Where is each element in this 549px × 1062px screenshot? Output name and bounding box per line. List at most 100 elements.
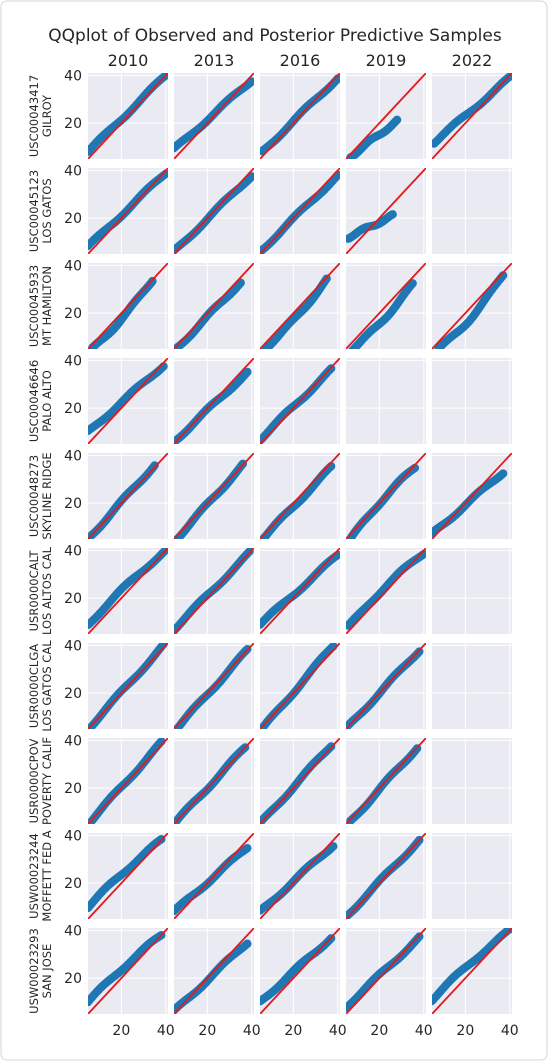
reference-line xyxy=(260,168,340,254)
panel-usc00048273-2010 xyxy=(88,453,168,539)
panel-plot-area xyxy=(260,548,340,634)
panel-usr0000cpov-2016 xyxy=(260,738,340,824)
panel-usc00045123-2013 xyxy=(174,168,254,254)
x-tick-label: 40 xyxy=(157,1023,175,1039)
station-name: MOFFETT FED A xyxy=(40,830,54,921)
column-header-2016: 2016 xyxy=(280,51,321,70)
panel-usr0000clga-2010 xyxy=(88,643,168,729)
panel-usc00043417-2016 xyxy=(260,73,340,159)
reference-line xyxy=(174,263,254,349)
panel-usc00045933-2010 xyxy=(88,263,168,349)
panel-plot-area xyxy=(432,73,512,159)
y-tick-label: 40 xyxy=(64,448,82,464)
reference-line xyxy=(88,738,168,824)
panel-plot-area xyxy=(174,263,254,349)
panel-usr0000cpov-2019 xyxy=(346,738,426,824)
y-tick-label: 20 xyxy=(64,496,82,512)
panel-usr0000calt-2016 xyxy=(260,548,340,634)
station-id: USW00023293 xyxy=(27,928,41,1014)
panel-usr0000cpov-2010 xyxy=(88,738,168,824)
station-id: USC00046646 xyxy=(27,360,41,442)
reference-line xyxy=(260,453,340,539)
panel-plot-area xyxy=(346,453,426,539)
qq-point xyxy=(388,210,397,219)
reference-line xyxy=(174,548,254,634)
reference-line xyxy=(174,738,254,824)
row-label-usc00043417: USC00043417 GILROY xyxy=(27,75,54,157)
reference-line xyxy=(88,73,168,159)
y-tick-label: 40 xyxy=(64,923,82,939)
reference-line xyxy=(346,548,426,634)
panel-plot-area xyxy=(88,453,168,539)
y-tick-label: 20 xyxy=(64,401,82,417)
qq-point xyxy=(161,169,168,178)
panel-plot-area xyxy=(88,168,168,254)
panel-plot-area xyxy=(432,928,512,1014)
panel-usc00046646-2013 xyxy=(174,358,254,444)
panel-background xyxy=(432,833,512,919)
panel-usr0000clga-2022 xyxy=(432,643,512,729)
x-tick-label: 20 xyxy=(284,1023,302,1039)
x-tick-label: 20 xyxy=(456,1023,474,1039)
station-id: USC00045933 xyxy=(27,265,41,347)
y-tick-label: 40 xyxy=(64,68,82,84)
x-tick-label: 20 xyxy=(370,1023,388,1039)
reference-line xyxy=(174,643,254,729)
station-name: POVERTY CALIF xyxy=(40,737,54,825)
panel-usw00023293-2013 xyxy=(174,928,254,1014)
reference-line xyxy=(88,168,168,254)
y-tick-label: 40 xyxy=(64,258,82,274)
panel-plot-area xyxy=(174,73,254,159)
panel-plot-area xyxy=(346,168,426,254)
panel-background xyxy=(346,358,426,444)
panel-usc00046646-2022 xyxy=(432,358,512,444)
panel-plot-area xyxy=(88,358,168,444)
reference-line xyxy=(260,548,340,634)
reference-line xyxy=(88,928,168,1014)
reference-line xyxy=(88,358,168,444)
y-tick-label: 40 xyxy=(64,543,82,559)
panel-plot-area xyxy=(260,358,340,444)
panel-plot-area xyxy=(260,928,340,1014)
reference-line xyxy=(346,738,426,824)
station-id: USR0000CLGA xyxy=(27,644,41,728)
panel-plot-area xyxy=(88,928,168,1014)
panel-background xyxy=(432,738,512,824)
panel-grid xyxy=(88,73,512,1014)
y-tick-label: 40 xyxy=(64,353,82,369)
panel-usw00023293-2022 xyxy=(432,928,512,1014)
panel-usw00023244-2016 xyxy=(260,833,340,919)
panel-usc00045123-2010 xyxy=(88,168,168,254)
reference-line xyxy=(174,168,254,254)
station-name: LOS GATOS xyxy=(40,178,54,243)
reference-line xyxy=(346,168,426,254)
reference-line xyxy=(260,643,340,729)
panel-usw00023293-2016 xyxy=(260,928,340,1014)
panel-plot-area xyxy=(88,73,168,159)
panel-plot-area xyxy=(260,168,340,254)
panel-plot-area xyxy=(346,738,426,824)
panel-usr0000clga-2013 xyxy=(174,643,254,729)
panel-usc00048273-2013 xyxy=(174,453,254,539)
panel-usr0000cpov-2013 xyxy=(174,738,254,824)
panel-plot-area xyxy=(346,833,426,919)
y-tick-label: 20 xyxy=(64,781,82,797)
figure-title: QQplot of Observed and Posterior Predict… xyxy=(48,26,502,46)
reference-line xyxy=(88,833,168,919)
axis-ticks: 20 40 20 40 20 40 20 40 20 40 20 40 20 40 20 40 20 40 20 40… xyxy=(64,68,519,1039)
qq-point xyxy=(329,842,338,851)
column-headers: 2010 2013 2016 2019 2022 xyxy=(108,51,493,70)
row-label-usr0000clga: USR0000CLGA LOS GATOS CAL xyxy=(27,640,54,732)
panel-usc00048273-2022 xyxy=(432,453,512,539)
y-tick-label: 20 xyxy=(64,306,82,322)
x-tick-label: 40 xyxy=(243,1023,261,1039)
row-label-usr0000calt: USR0000CALT LOS ALTOS CAL xyxy=(27,546,54,635)
qq-point xyxy=(243,939,252,948)
qq-point xyxy=(410,463,420,473)
reference-line xyxy=(260,833,340,919)
panel-plot-area xyxy=(432,453,512,539)
station-id: USC00043417 xyxy=(27,75,41,157)
panel-usc00045933-2019 xyxy=(346,263,426,349)
station-name: SAN JOSE xyxy=(40,944,54,999)
